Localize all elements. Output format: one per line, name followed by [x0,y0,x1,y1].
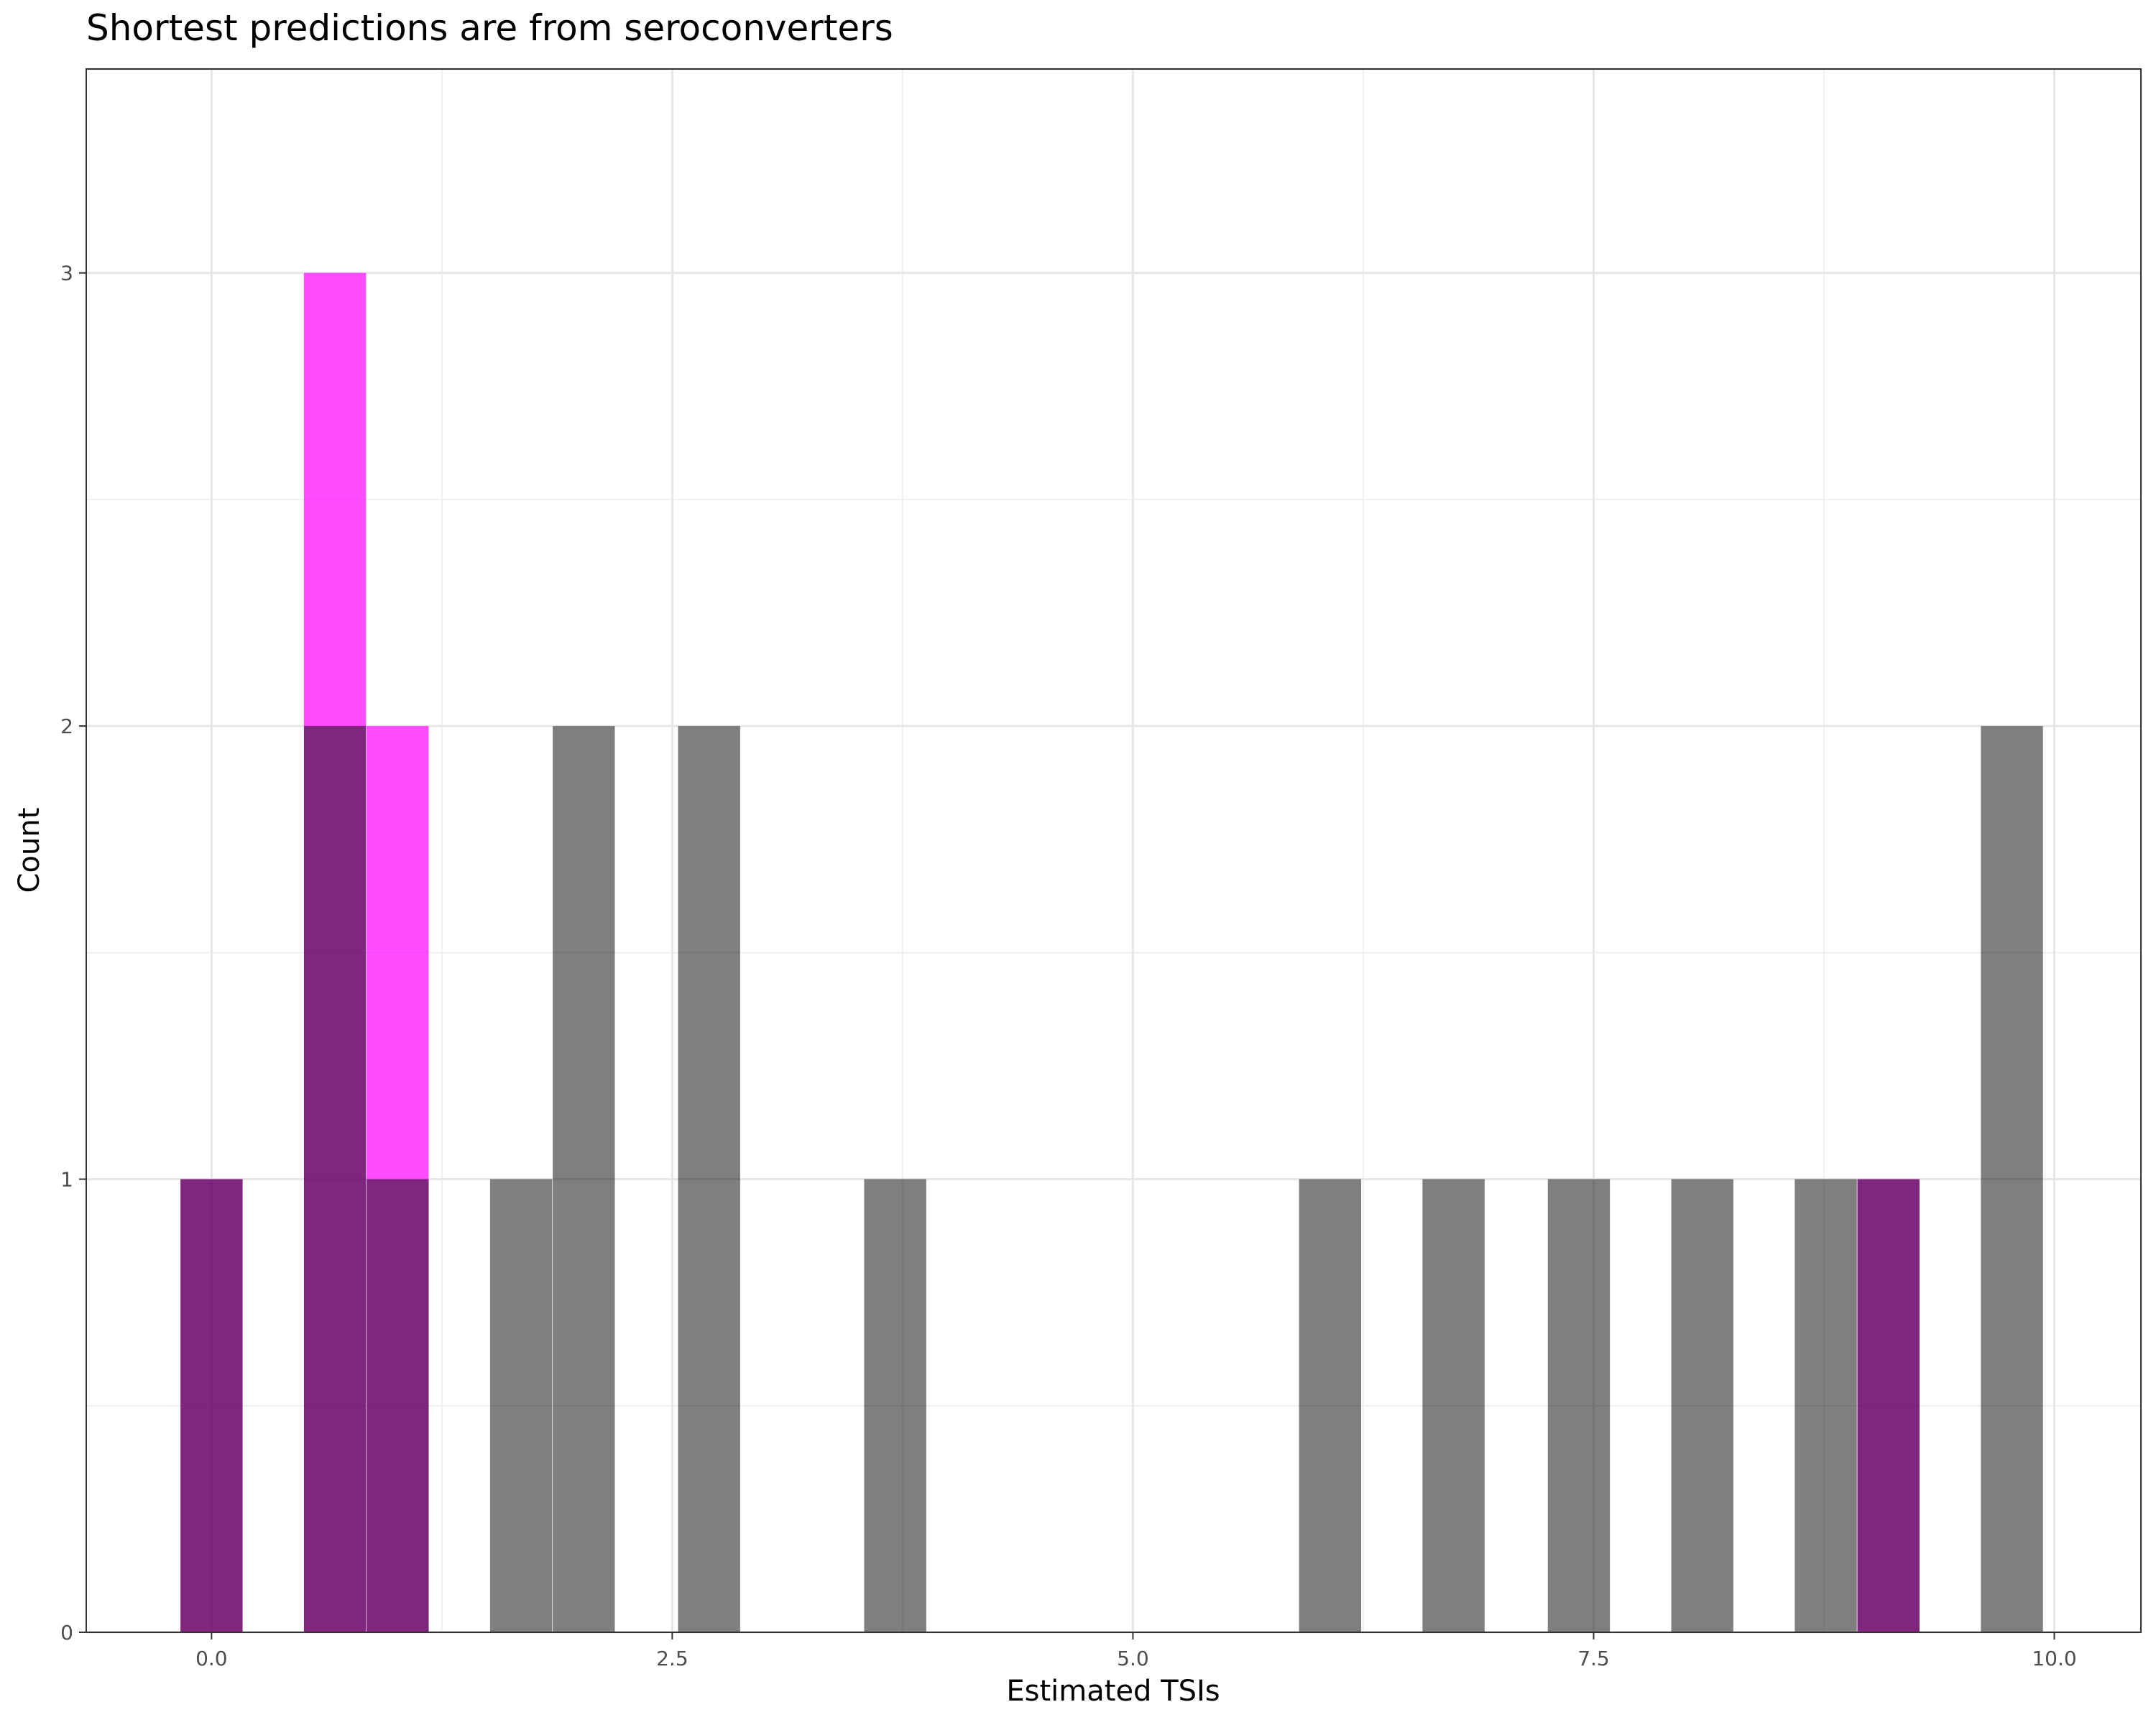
ticks-layer: 0.0 2.5 5.0 7.5 10.0 0 1 2 3 [60,262,2076,1670]
histogram-bar-series-1 [1857,1179,1920,1632]
panel-border [86,68,2142,1633]
histogram-bar-series-1 [303,726,367,1633]
x-tick-label: 2.5 [656,1647,688,1670]
y-axis-title: Count [13,808,46,893]
y-tick-label: 1 [60,1168,73,1192]
histogram-bar-series-1 [367,1179,429,1632]
histogram-bar-series-1 [1299,1179,1361,1632]
histogram-bar-series-1 [1547,1179,1611,1632]
x-tick-label: 7.5 [1577,1647,1610,1670]
histogram-bar-series-1 [1422,1179,1485,1632]
histogram-bar-series-1 [864,1179,926,1632]
histogram-bar-series-1 [180,1179,243,1632]
x-tick-label: 10.0 [2032,1647,2076,1670]
histogram-bar-series-1 [1795,1179,1857,1632]
histogram-bar-series-1 [678,726,740,1633]
bars-layer [180,272,2043,1633]
y-tick-label: 3 [60,262,73,285]
chart-title: Shortest predictions are from seroconver… [86,7,893,49]
x-axis-title: Estimated TSIs [1006,1675,1220,1708]
y-tick-label: 0 [60,1621,73,1644]
histogram-bar-series-1 [1981,726,2043,1633]
x-tick-label: 5.0 [1117,1647,1149,1670]
histogram-bar-series-1 [553,726,615,1633]
y-tick-label: 2 [60,714,73,738]
histogram-bar-series-1 [489,1179,553,1632]
histogram-bar-series-1 [1671,1179,1733,1632]
x-tick-label: 0.0 [195,1647,228,1670]
